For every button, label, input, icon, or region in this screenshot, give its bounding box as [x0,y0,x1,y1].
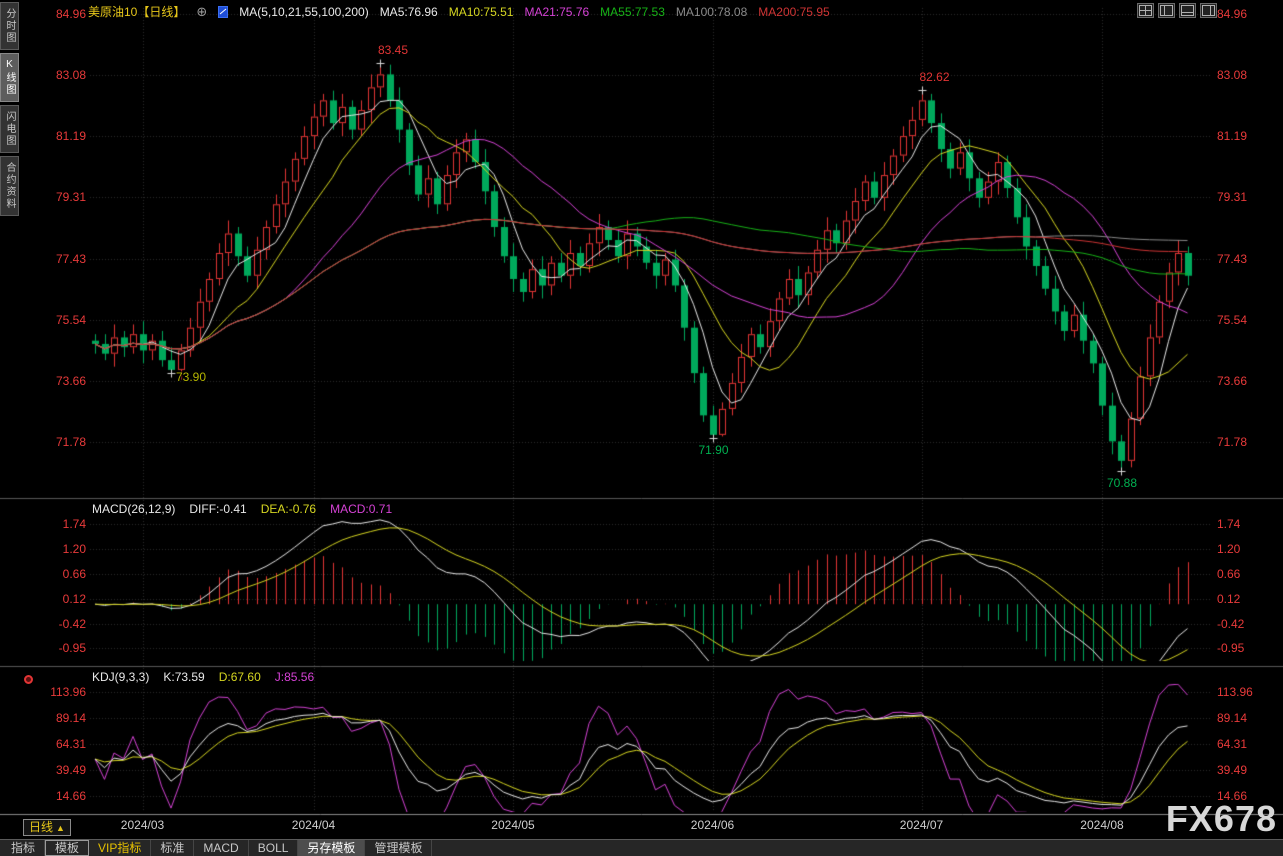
x-axis-date-label: 2024/05 [491,818,535,832]
toolbar-manage-template[interactable]: 管理模板 [365,840,433,856]
symbol-title: 美原油10【日线】 [88,5,186,19]
kdj-axis-label-left: 64.31 [55,737,86,751]
sidebar-tab-candlestick[interactable]: K线图 [0,53,19,102]
toolbar-macd[interactable]: MACD [194,840,249,856]
bottom-toolbar: 指标 模板 VIP指标 标准 MACD BOLL 另存模板 管理模板 [0,839,1283,856]
layout-right-split-icon[interactable] [1200,3,1217,18]
sidebar-tab-contract-info[interactable]: 合约资料 [0,156,19,216]
watermark: FX678 [1165,798,1277,839]
x-axis-date-label: 2024/04 [291,818,336,832]
toolbar-vip-indicators[interactable]: VIP指标 [89,840,152,856]
kdj-axis-label-right: 64.31 [1217,737,1248,751]
ma-value-label: MA55:77.53 [600,4,665,19]
x-axis-date-label: 2024/03 [120,818,165,832]
toolbar-save-template[interactable]: 另存模板 [298,840,366,856]
ma-values-row: MA5:76.96 MA10:75.51 MA21:75.76 MA55:77.53 M… [380,5,830,19]
price-annotation: 83.45 [378,43,409,58]
ma-value-label: MA100:78.08 [675,4,748,19]
x-axis-date-label: 2024/08 [1080,818,1124,832]
main-axis-label-right: 79.31 [1217,190,1248,205]
period-label: 日线 [29,820,54,834]
price-annotation: 82.62 [919,69,950,84]
macd-axis-label-left: 1.20 [62,541,86,556]
toolbar-template[interactable]: 模板 [45,840,90,856]
kdj-axis-label-right: 89.14 [1217,710,1248,725]
main-axis-label-left: 84.96 [55,7,86,21]
main-axis-label-left: 73.66 [55,373,86,388]
kdj-axis-label-left: 39.49 [55,762,86,777]
macd-axis-label-right: 1.20 [1217,541,1241,556]
ma-value-label: MA5:76.96 [379,4,438,19]
macd-axis-label-right: -0.95 [1217,641,1245,655]
macd-hist-value: MACD:0.71 [330,502,393,516]
ma-value-label: MA21:75.76 [524,4,590,19]
price-annotation: 73.90 [176,370,207,385]
main-axis-label-right: 81.19 [1217,129,1248,144]
kdj-axis-label-right: 113.96 [1217,685,1253,699]
kdj-axis-label-left: 14.66 [55,789,86,803]
macd-header: MACD(26,12,9) DIFF:-0.41 DEA:-0.76 MACD:… [92,502,392,516]
macd-axis-label-left: -0.95 [58,641,86,655]
toolbar-indicators[interactable]: 指标 [2,840,46,856]
circle-plus-icon[interactable]: ⊕ [196,3,208,19]
macd-axis-label-right: 0.12 [1217,591,1241,606]
macd-axis-label-right: -0.42 [1217,616,1245,631]
macd-axis-label-left: 1.74 [62,517,86,531]
macd-axis-label-left: -0.42 [58,616,86,631]
main-axis-label-right: 84.96 [1217,7,1248,21]
layout-horizontal-split-icon[interactable] [1179,3,1196,18]
window-layout-icons [1137,3,1217,18]
main-axis-label-left: 75.54 [55,312,86,327]
macd-dea-value: DEA:-0.76 [260,502,317,516]
main-axis-label-right: 71.78 [1217,435,1248,449]
main-axis-label-right: 73.66 [1217,373,1248,388]
main-axis-label-left: 77.43 [55,251,86,266]
macd-axis-label-left: 0.66 [62,566,86,581]
kdj-d-value: D:67.60 [218,670,261,684]
kdj-axis-label-right: 39.49 [1217,762,1248,777]
kdj-title: KDJ(9,3,3) [92,670,150,684]
main-chart-header: 美原油10【日线】 ⊕ MA(5,10,21,55,100,200) MA5:7… [88,3,830,20]
macd-title: MACD(26,12,9) [92,502,176,516]
kdj-k-value: K:73.59 [163,670,205,684]
layout-vertical-split-icon[interactable] [1158,3,1175,18]
ma-value-label: MA10:75.51 [448,4,514,19]
main-axis-label-right: 83.08 [1217,68,1248,83]
chart-type-sidebar: 分时图 K线图闪电图合约资料 [0,2,19,216]
kdj-header: KDJ(9,3,3) K:73.59 D:67.60 J:85.56 [92,670,314,684]
toolbar-standard[interactable]: 标准 [151,840,195,856]
kdj-axis-label-right: 14.66 [1217,789,1248,803]
alert-dot-icon [24,675,33,684]
macd-axis-label-right: 0.66 [1217,566,1241,581]
sidebar-tab-lightning[interactable]: 闪电图 [0,105,19,153]
macd-axis-label-left: 0.12 [62,591,86,606]
macd-diff-value: DIFF:-0.41 [189,502,247,516]
macd-axis-label-right: 1.74 [1217,517,1241,531]
main-axis-label-left: 83.08 [55,68,86,83]
kdj-axis-label-left: 113.96 [50,685,86,699]
main-axis-label-left: 79.31 [55,190,86,205]
chevron-up-icon: ▲ [56,823,65,833]
main-axis-label-right: 75.54 [1217,312,1248,327]
toolbar-boll[interactable]: BOLL [249,840,299,856]
price-annotation: 71.90 [698,443,729,458]
x-axis-date-label: 2024/07 [899,818,944,832]
main-axis-label-right: 77.43 [1217,251,1248,266]
layout-grid-icon[interactable] [1137,3,1154,18]
sidebar-tab-intraday[interactable]: 分时图 [0,2,19,50]
kdj-axis-label-left: 89.14 [55,710,86,725]
chart-style-icon[interactable] [218,5,229,18]
ma-settings-label: MA(5,10,21,55,100,200) [239,4,369,19]
ma-value-label: MA200:75.95 [758,4,830,19]
price-annotation: 70.88 [1107,476,1138,491]
main-axis-label-left: 71.78 [55,435,86,449]
period-selector[interactable]: 日线 ▲ [23,819,71,836]
x-axis-date-label: 2024/06 [690,818,735,832]
kdj-j-value: J:85.56 [274,670,315,684]
main-axis-label-left: 81.19 [55,129,86,144]
